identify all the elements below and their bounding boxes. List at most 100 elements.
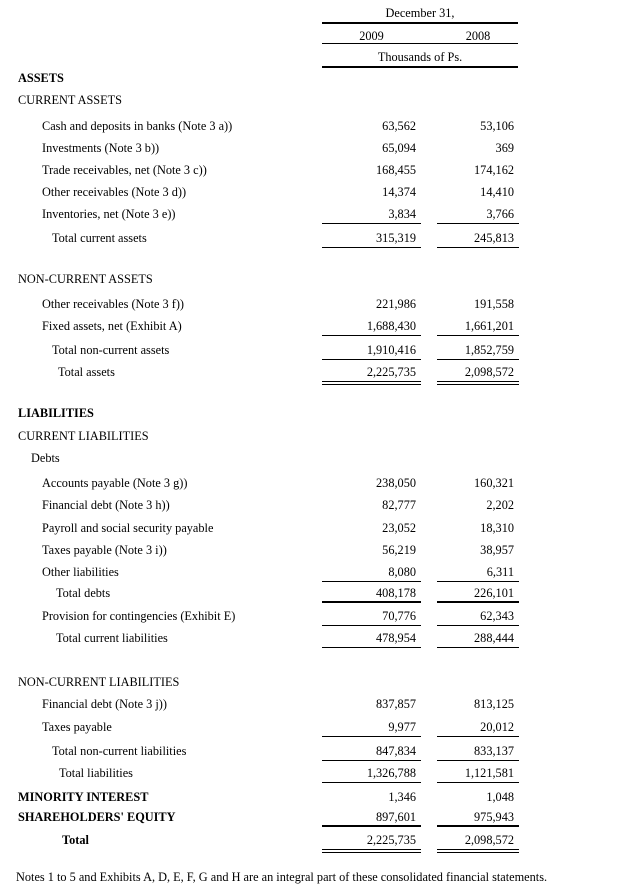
- value-2008: 833,137: [437, 744, 519, 761]
- value-2009: 408,178: [322, 586, 421, 603]
- row-financial-debt-current: Financial debt (Note 3 h)) 82,777 2,202: [0, 498, 618, 515]
- value-2009: 221,986: [376, 297, 416, 311]
- value-2008: 1,852,759: [437, 343, 519, 360]
- row-grand-total: Total 2,225,735 2,098,572: [0, 833, 618, 853]
- value-2009: 847,834: [322, 744, 421, 761]
- value-2008: 1,048: [486, 790, 514, 804]
- value-2008: 369: [495, 141, 514, 155]
- row-total-current-assets: Total current assets 315,319 245,813: [0, 231, 618, 248]
- row-label: Accounts payable (Note 3 g)): [42, 476, 188, 490]
- value-2008: 62,343: [437, 609, 519, 626]
- section-label: NON-CURRENT LIABILITIES: [18, 675, 180, 689]
- row-provision-contingencies: Provision for contingencies (Exhibit E) …: [0, 609, 618, 626]
- value-2009: 168,455: [376, 163, 416, 177]
- row-shareholders-equity: SHAREHOLDERS' EQUITY 897,601 975,943: [0, 810, 618, 827]
- value-2008: 975,943: [437, 810, 519, 827]
- column-header-date: December 31,: [385, 6, 455, 20]
- value-2008: 20,012: [437, 720, 519, 737]
- value-2008: 14,410: [480, 185, 514, 199]
- section-current-assets: CURRENT ASSETS: [0, 93, 618, 110]
- value-2008: 1,121,581: [437, 766, 519, 783]
- row-financial-debt-non-current: Financial debt (Note 3 j)) 837,857 813,1…: [0, 697, 618, 714]
- value-2009: 1,326,788: [322, 766, 421, 783]
- row-label: Total debts: [56, 586, 111, 600]
- row-taxes-payable-current: Taxes payable (Note 3 i)) 56,219 38,957: [0, 543, 618, 560]
- row-label: Trade receivables, net (Note 3 c)): [42, 163, 207, 177]
- row-label: Investments (Note 3 b)): [42, 141, 160, 155]
- row-other-receivables: Other receivables (Note 3 d)) 14,374 14,…: [0, 185, 618, 202]
- row-label: Total current assets: [52, 231, 147, 245]
- row-total-current-liabilities: Total current liabilities 478,954 288,44…: [0, 631, 618, 648]
- section-label: CURRENT LIABILITIES: [18, 429, 149, 443]
- row-total-assets: Total assets 2,225,735 2,098,572: [0, 365, 618, 385]
- value-2009: 837,857: [376, 697, 416, 711]
- row-label: Total liabilities: [59, 766, 133, 780]
- row-total-non-current-assets: Total non-current assets 1,910,416 1,852…: [0, 343, 618, 360]
- value-2009: 56,219: [382, 543, 416, 557]
- row-label: Other receivables (Note 3 d)): [42, 185, 187, 199]
- value-2009: 70,776: [322, 609, 421, 626]
- value-2009: 1,346: [388, 790, 416, 804]
- value-2008: 3,766: [437, 207, 519, 224]
- value-2008: 813,125: [474, 697, 514, 711]
- row-trade-receivables: Trade receivables, net (Note 3 c)) 168,4…: [0, 163, 618, 180]
- section-liabilities: LIABILITIES: [0, 406, 618, 423]
- row-label: Total current liabilities: [56, 631, 168, 645]
- row-label: Other receivables (Note 3 f)): [42, 297, 185, 311]
- row-accounts-payable: Accounts payable (Note 3 g)) 238,050 160…: [0, 476, 618, 493]
- value-2009: 82,777: [382, 498, 416, 512]
- value-2009: 238,050: [376, 476, 416, 490]
- row-label: Inventories, net (Note 3 e)): [42, 207, 176, 221]
- column-header-2009: 2009: [359, 29, 384, 43]
- row-investments: Investments (Note 3 b)) 65,094 369: [0, 141, 618, 158]
- column-header-units: Thousands of Ps.: [377, 50, 463, 64]
- value-2008: 53,106: [480, 119, 514, 133]
- section-non-current-liabilities: NON-CURRENT LIABILITIES: [0, 675, 618, 692]
- header-rule-bottom: [322, 66, 518, 68]
- value-2009: 315,319: [322, 231, 421, 248]
- value-2008: 1,661,201: [437, 319, 519, 336]
- row-label: SHAREHOLDERS' EQUITY: [18, 810, 176, 824]
- header-rule-top: [322, 22, 518, 24]
- value-2008: 160,321: [474, 476, 514, 490]
- value-2008: 245,813: [437, 231, 519, 248]
- row-label: Payroll and social security payable: [42, 521, 214, 535]
- section-label: NON-CURRENT ASSETS: [18, 272, 153, 286]
- value-2008: 288,444: [437, 631, 519, 648]
- row-total-debts: Total debts 408,178 226,101: [0, 586, 618, 603]
- value-2009: 2,225,735: [322, 365, 421, 385]
- row-total-non-current-liabilities: Total non-current liabilities 847,834 83…: [0, 744, 618, 761]
- row-label: Financial debt (Note 3 h)): [42, 498, 170, 512]
- value-2008: 191,558: [474, 297, 514, 311]
- value-2009: 63,562: [382, 119, 416, 133]
- row-label: Total non-current assets: [52, 343, 170, 357]
- section-label: LIABILITIES: [18, 406, 94, 420]
- value-2009: 478,954: [322, 631, 421, 648]
- value-2008: 226,101: [437, 586, 519, 603]
- value-2008: 174,162: [474, 163, 514, 177]
- row-label: Total assets: [58, 365, 115, 379]
- value-2008: 2,098,572: [437, 833, 519, 853]
- header-rule-middle: [322, 43, 518, 44]
- row-other-receivables-nc: Other receivables (Note 3 f)) 221,986 19…: [0, 297, 618, 314]
- group-debts: Debts: [0, 451, 618, 468]
- row-fixed-assets: Fixed assets, net (Exhibit A) 1,688,430 …: [0, 319, 618, 336]
- row-cash-and-deposits: Cash and deposits in banks (Note 3 a)) 6…: [0, 119, 618, 136]
- value-2008: 2,202: [486, 498, 514, 512]
- row-other-liabilities: Other liabilities 8,080 6,311: [0, 565, 618, 582]
- row-total-liabilities: Total liabilities 1,326,788 1,121,581: [0, 766, 618, 783]
- row-payroll: Payroll and social security payable 23,0…: [0, 521, 618, 538]
- row-taxes-payable-non-current: Taxes payable 9,977 20,012: [0, 720, 618, 737]
- value-2008: 2,098,572: [437, 365, 519, 385]
- row-label: Taxes payable: [42, 720, 112, 734]
- value-2009: 9,977: [322, 720, 421, 737]
- row-label: MINORITY INTEREST: [18, 790, 149, 804]
- row-label: Provision for contingencies (Exhibit E): [42, 609, 236, 623]
- value-2009: 2,225,735: [322, 833, 421, 853]
- row-inventories: Inventories, net (Note 3 e)) 3,834 3,766: [0, 207, 618, 224]
- group-label: Debts: [31, 451, 60, 465]
- row-label: Fixed assets, net (Exhibit A): [42, 319, 182, 333]
- row-label: Total: [62, 833, 89, 847]
- value-2009: 23,052: [382, 521, 416, 535]
